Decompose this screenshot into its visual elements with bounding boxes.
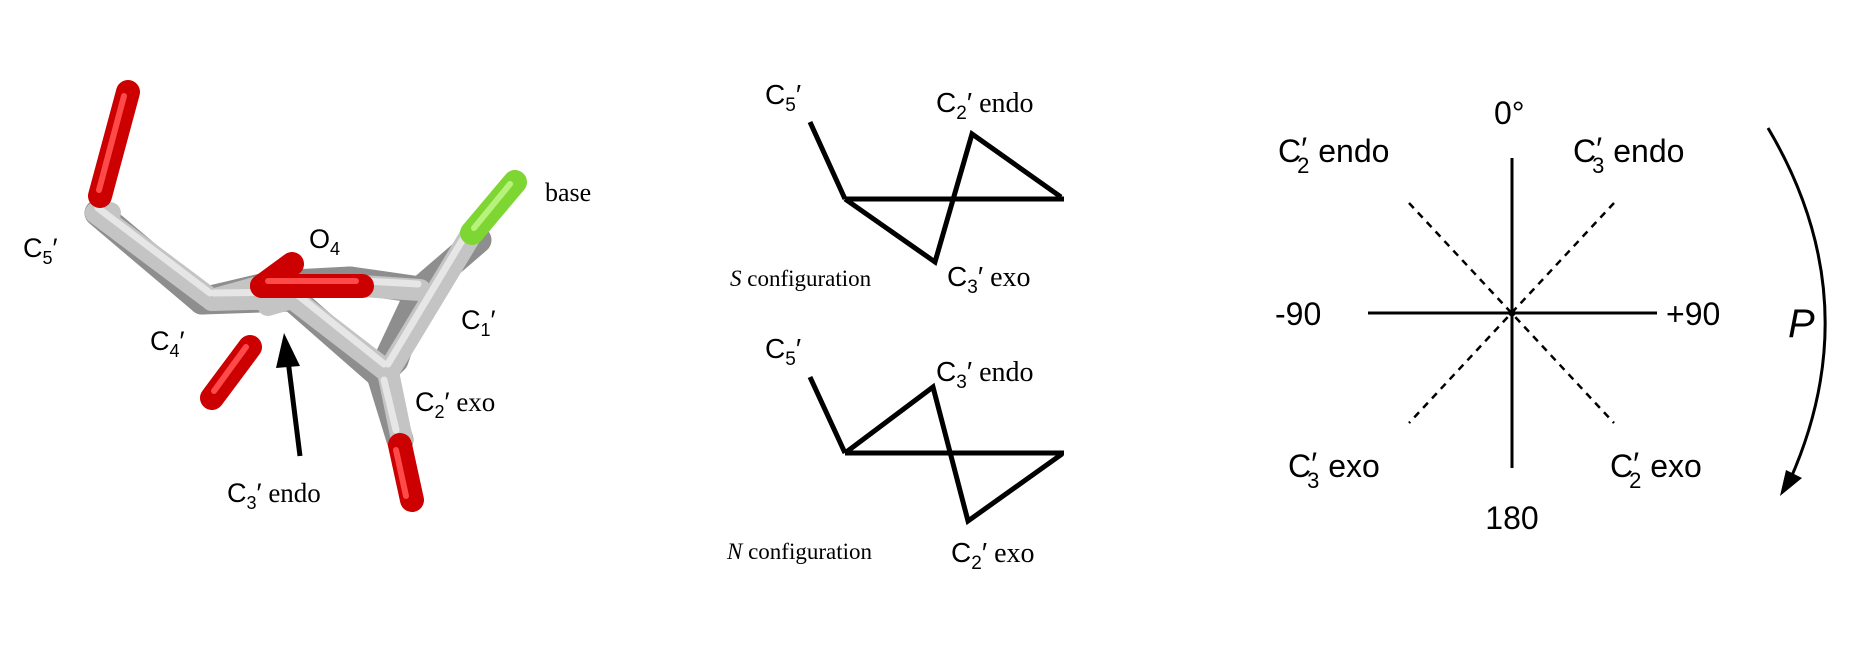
wheel-label-c3-endo: C′3 endo (1573, 131, 1684, 178)
mol-label-c4: C4′ (150, 326, 185, 361)
wheel-diagonal-descending (1408, 202, 1615, 424)
n-configuration-caption: N configuration (726, 539, 872, 564)
wheel-label-bottom: 180 (1485, 500, 1538, 536)
s-label-c2-endo: C2′ endo (936, 87, 1034, 124)
s-label-c5: C5′ (765, 79, 801, 116)
mol-label-c5: C5′ (23, 233, 58, 268)
phase-direction-arrowhead (1780, 470, 1802, 496)
phase-direction-arc (1766, 127, 1827, 481)
mol-label-c1: C1′ (461, 305, 496, 340)
mol-label-base: base (545, 178, 591, 207)
mol-label-c2-exo: C2′ exo (415, 387, 495, 422)
wheel-center (1508, 309, 1516, 317)
mol-label-c3-endo: C3′ endo (227, 478, 321, 513)
molecule-panel: C5′ O4 base C1′ C4′ C2′ exo C3′ endo (23, 80, 591, 513)
wheel-label-c2-exo: C′2 exo (1610, 446, 1702, 493)
n-configuration-diagram (807, 375, 1064, 526)
c3-pointer-arrowhead (276, 333, 300, 368)
configuration-panel: C5′ C2′ endo C3′ exo S configuration C5′… (726, 79, 1064, 574)
s-label-c3-exo: C3′ exo (947, 261, 1031, 298)
pseudorotation-wheel: 0° 180 -90 +90 C′2 endo C′3 endo C′3 exo… (1275, 95, 1827, 536)
wheel-diagonal-ascending (1408, 202, 1615, 424)
wheel-label-top: 0° (1494, 95, 1525, 131)
wheel-label-right: +90 (1666, 296, 1720, 332)
s-configuration-caption: S configuration (730, 266, 872, 291)
n-label-c3-endo: C3′ endo (936, 356, 1034, 393)
wheel-label-c3-exo: C′3 exo (1288, 446, 1380, 493)
c3-pointer-arrow (285, 359, 303, 457)
wheel-label-left: -90 (1275, 296, 1321, 332)
wheel-label-c2-endo: C′2 endo (1278, 131, 1389, 178)
s-configuration-diagram (807, 120, 1064, 267)
mol-label-o4: O4 (309, 224, 340, 259)
n-label-c5: C5′ (765, 333, 801, 370)
n-label-c2-exo: C2′ exo (951, 537, 1035, 574)
phase-angle-label: P (1788, 302, 1815, 346)
